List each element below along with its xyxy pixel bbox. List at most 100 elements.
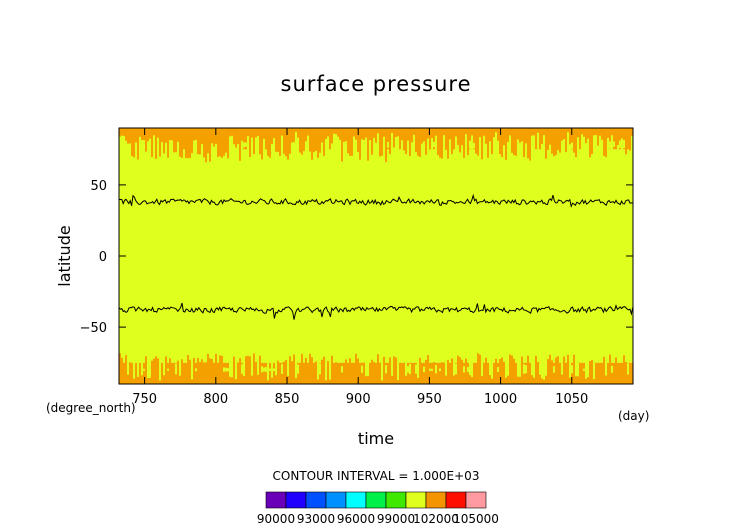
colorbar-swatch [405,491,427,509]
streak-north [325,139,327,153]
streak-south [239,358,241,378]
streak-south [271,358,273,378]
streak-south [459,357,461,379]
streak-south [223,367,225,372]
streak-north [381,142,383,156]
streak-north [447,140,449,159]
streak-north [415,147,417,152]
colorbar-swatch [265,491,287,509]
streak-north [553,141,555,157]
streak-south [359,364,361,374]
streak-south [147,357,149,379]
streak-south [489,362,491,376]
streak-north [347,139,349,154]
streak-south [449,365,451,373]
streak-south [261,366,263,373]
streak-south [121,357,123,379]
streak-south [201,359,203,378]
streak-south [333,367,335,372]
streak-south [357,358,359,378]
streak-north [487,134,489,158]
streak-north [563,139,565,154]
x-tick-label: 750 [132,392,157,407]
streak-south [497,367,499,372]
streak-south [601,365,603,373]
streak-north [267,133,269,156]
streak-south [429,368,431,371]
streak-south [597,364,599,374]
streak-south [527,355,529,380]
streak-south [487,362,489,375]
streak-north [205,137,207,163]
streak-north [471,135,473,156]
streak-south [561,363,563,375]
streak-north [179,135,181,157]
streak-south [515,367,517,372]
streak-north [503,145,505,151]
streak-north [251,137,253,157]
x-tick-label: 900 [346,392,371,407]
streak-south [263,367,265,372]
streak-north [593,135,595,154]
streak-north [413,134,415,160]
streak-south [323,356,325,379]
colorbar-swatch [285,491,307,509]
streak-south [519,359,521,377]
colorbar-label: 93000 [297,512,335,526]
streak-north [309,141,311,152]
streak-north [175,140,177,153]
streak-north [247,136,249,162]
streak-south [613,366,615,373]
axis-ticks: 750 800 850 900 950 1000 1050 −50 0 50 [80,128,633,407]
streak-south [379,362,381,375]
streak-south [249,356,251,380]
streak-north [385,136,387,162]
streak-south [281,364,283,374]
streak-south [499,359,501,378]
streak-south [511,355,513,380]
streak-north [163,144,165,154]
streak-south [241,364,243,374]
streak-south [153,358,155,378]
streak-south [463,366,465,373]
streak-south [387,364,389,374]
streak-north [609,141,611,149]
streak-south [231,359,233,378]
streak-south [141,362,143,376]
streak-north [495,132,497,157]
streak-north [135,142,137,157]
colorbar-swatch [385,491,407,509]
streak-south [211,359,213,378]
streak-north [619,140,621,148]
streak-north [561,140,563,159]
streak-south [495,358,497,378]
streak-south [623,355,625,380]
streak-north [611,135,613,158]
streak-north [169,140,171,156]
streak-south [291,361,293,376]
streak-north [317,136,319,158]
streak-south [299,368,301,371]
streak-south [619,368,621,371]
streak-south [589,361,591,376]
streak-north [469,140,471,149]
streak-north [407,140,409,156]
streak-south [149,358,151,378]
streak-south [549,354,551,381]
streak-north [527,133,529,159]
x-axis-label: time [358,429,394,448]
streak-north [377,133,379,156]
streak-south [151,360,153,377]
streak-south [157,358,159,378]
streak-south [485,357,487,379]
streak-north [571,142,573,149]
streak-south [567,354,569,381]
streak-south [319,363,321,375]
streak-south [341,366,343,373]
streak-north [431,138,433,153]
streak-north [141,140,143,153]
streak-north [581,134,583,156]
streak-north [373,137,375,152]
streak-north [449,139,451,153]
streak-north [123,135,125,157]
